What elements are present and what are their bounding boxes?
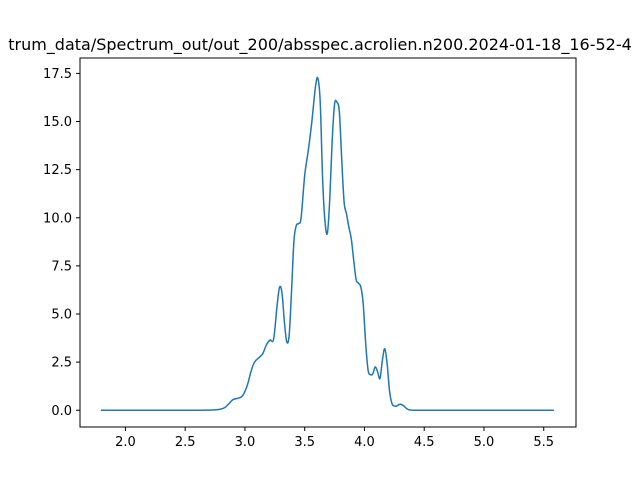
- y-tick-label: 7.5: [51, 259, 72, 274]
- y-tick-label: 15.0: [43, 115, 72, 130]
- y-axis-ticks: 0.0 2.5 5.0 7.5 10.0 12.5 15.0 17.5: [43, 67, 80, 419]
- x-tick-label: 3.0: [235, 435, 256, 450]
- axes-frame: [79, 57, 577, 428]
- x-tick-label: 2.5: [175, 435, 196, 450]
- x-tick-label: 5.5: [533, 435, 554, 450]
- x-tick-label: 4.0: [354, 435, 375, 450]
- absorption-spectrum-line: [100, 76, 555, 412]
- plot-area: 2.0 2.5 3.0 3.5 4.0 4.5 5.0 5.5 0.0 2.5 5.0 7.5 10.…: [43, 57, 577, 450]
- y-tick-label: 0.0: [51, 404, 72, 419]
- y-tick-label: 12.5: [43, 163, 72, 178]
- x-axis-ticks: 2.0 2.5 3.0 3.5 4.0 4.5 5.0 5.5: [115, 427, 554, 450]
- chart-title: trum_data/Spectrum_out/out_200/absspec.a…: [8, 35, 632, 55]
- y-tick-label: 5.0: [51, 308, 72, 323]
- y-tick-label: 10.0: [43, 211, 72, 226]
- x-tick-label: 5.0: [474, 435, 495, 450]
- x-tick-label: 2.0: [115, 435, 136, 450]
- x-tick-label: 3.5: [294, 435, 315, 450]
- y-tick-label: 2.5: [51, 356, 72, 371]
- axes-background: [80, 58, 576, 427]
- x-tick-label: 4.5: [414, 435, 435, 450]
- y-tick-label: 17.5: [43, 67, 72, 82]
